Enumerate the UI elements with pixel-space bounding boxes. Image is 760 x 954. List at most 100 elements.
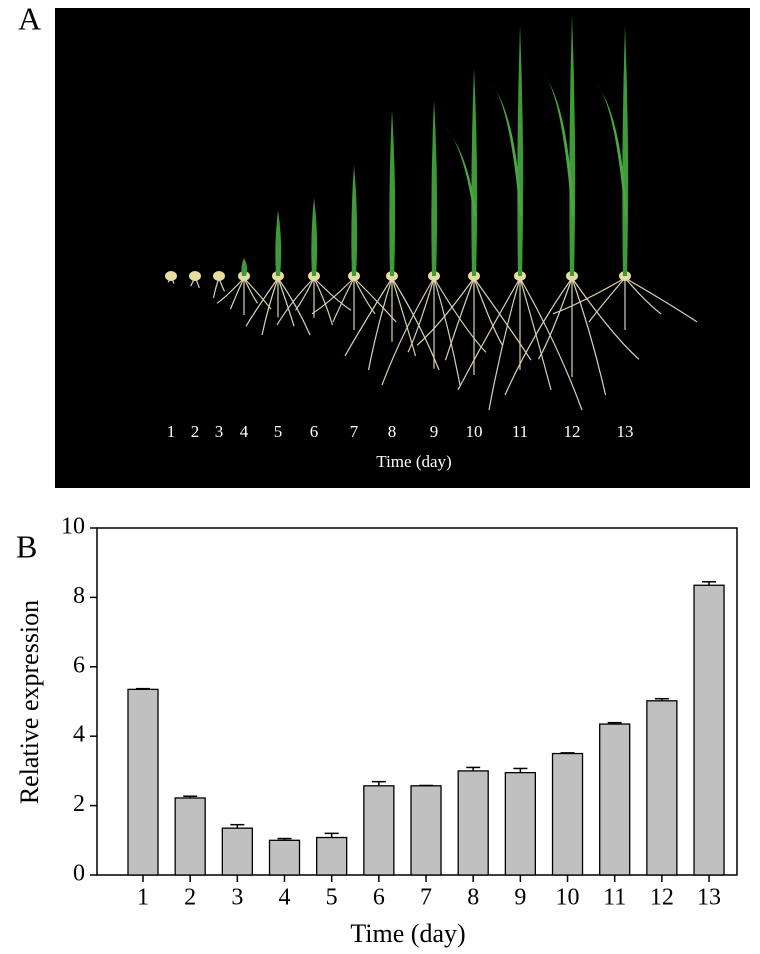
bar bbox=[268, 839, 301, 876]
photo-day-label: 7 bbox=[350, 422, 359, 441]
y-tick-label: 0 bbox=[73, 861, 85, 887]
photo-day-label: 13 bbox=[617, 422, 634, 441]
bar bbox=[457, 770, 489, 876]
root bbox=[332, 277, 355, 323]
root bbox=[624, 277, 698, 323]
root bbox=[353, 277, 376, 315]
photo-day-label: 6 bbox=[310, 422, 319, 441]
photo-day-label: 12 bbox=[564, 422, 581, 441]
root bbox=[381, 277, 435, 386]
root bbox=[277, 277, 311, 336]
photo-day-label: 5 bbox=[274, 422, 283, 441]
root bbox=[407, 277, 435, 353]
leaf bbox=[275, 210, 282, 276]
photo-day-label: 10 bbox=[466, 422, 483, 441]
leaf bbox=[351, 165, 358, 276]
root bbox=[313, 277, 352, 311]
leaf bbox=[471, 68, 478, 276]
leaf bbox=[597, 85, 627, 216]
leaf bbox=[241, 258, 248, 276]
root bbox=[276, 277, 315, 326]
seed bbox=[165, 271, 177, 281]
bar bbox=[316, 836, 348, 876]
root bbox=[261, 277, 279, 336]
leaf bbox=[389, 110, 396, 276]
leaf bbox=[544, 75, 574, 216]
root bbox=[571, 277, 640, 360]
y-tick-label: 4 bbox=[73, 722, 85, 748]
root bbox=[624, 277, 662, 315]
photo-background bbox=[55, 8, 750, 488]
root bbox=[344, 277, 393, 357]
photo-day-label: 2 bbox=[191, 422, 200, 441]
x-tick-label: 10 bbox=[556, 885, 580, 911]
bar bbox=[551, 752, 584, 876]
x-tick-label: 11 bbox=[603, 885, 626, 911]
bar bbox=[693, 584, 725, 876]
root bbox=[295, 277, 315, 311]
x-tick-label: 5 bbox=[326, 885, 338, 911]
x-tick-label: 7 bbox=[420, 885, 432, 911]
photo-day-label: 9 bbox=[430, 422, 439, 441]
seedling-photo: 1 2 3 4 5 6 7 8 9 10 11 12 13 bbox=[165, 15, 698, 441]
x-tick-label: 6 bbox=[373, 885, 385, 911]
bar bbox=[363, 785, 395, 876]
root bbox=[391, 277, 417, 357]
root bbox=[457, 277, 521, 391]
y-tick-label: 8 bbox=[73, 583, 85, 609]
y-tick-label: 2 bbox=[73, 791, 85, 817]
leaf bbox=[446, 128, 476, 216]
root bbox=[433, 277, 461, 386]
root bbox=[277, 277, 295, 327]
x-tick-label: 13 bbox=[697, 885, 721, 911]
root bbox=[433, 277, 487, 353]
x-tick-label: 4 bbox=[279, 885, 291, 911]
root bbox=[245, 277, 279, 327]
bar bbox=[646, 700, 678, 876]
x-tick-label: 9 bbox=[514, 885, 526, 911]
root bbox=[519, 277, 583, 411]
root bbox=[488, 277, 521, 411]
root bbox=[519, 277, 552, 391]
x-axis-label: Time (day) bbox=[350, 919, 465, 948]
bar bbox=[504, 771, 537, 876]
seed bbox=[189, 271, 201, 281]
root bbox=[552, 277, 626, 315]
photo-day-label: 1 bbox=[167, 422, 176, 441]
photo-day-label: 4 bbox=[240, 422, 249, 441]
panel-label: A bbox=[18, 0, 41, 36]
root bbox=[313, 277, 334, 326]
root bbox=[416, 277, 475, 346]
x-tick-label: 1 bbox=[137, 885, 149, 911]
photo-axis-label: Time (day) bbox=[376, 452, 451, 471]
x-tick-label: 12 bbox=[650, 885, 674, 911]
photo-day-label: 8 bbox=[388, 422, 397, 441]
bar bbox=[599, 723, 631, 876]
photo-day-label: 11 bbox=[512, 422, 528, 441]
root bbox=[473, 277, 504, 346]
x-tick-label: 2 bbox=[184, 885, 196, 911]
root bbox=[229, 277, 245, 310]
root bbox=[504, 277, 573, 396]
root bbox=[588, 277, 626, 323]
bar bbox=[221, 827, 253, 876]
root bbox=[391, 277, 440, 371]
bar bbox=[127, 688, 159, 876]
x-tick-label: 8 bbox=[467, 885, 479, 911]
root bbox=[367, 277, 393, 371]
seed bbox=[213, 271, 225, 281]
photo-day-label: 3 bbox=[215, 422, 224, 441]
root bbox=[537, 277, 573, 360]
leaf bbox=[492, 85, 522, 216]
leaf bbox=[311, 198, 318, 276]
panel-label: B bbox=[16, 528, 37, 564]
y-tick-label: 6 bbox=[73, 652, 85, 678]
leaf bbox=[431, 100, 438, 276]
root bbox=[216, 277, 245, 304]
bar bbox=[410, 785, 442, 876]
bar bbox=[174, 797, 206, 876]
root bbox=[444, 277, 475, 361]
y-tick-label: 10 bbox=[61, 514, 85, 540]
